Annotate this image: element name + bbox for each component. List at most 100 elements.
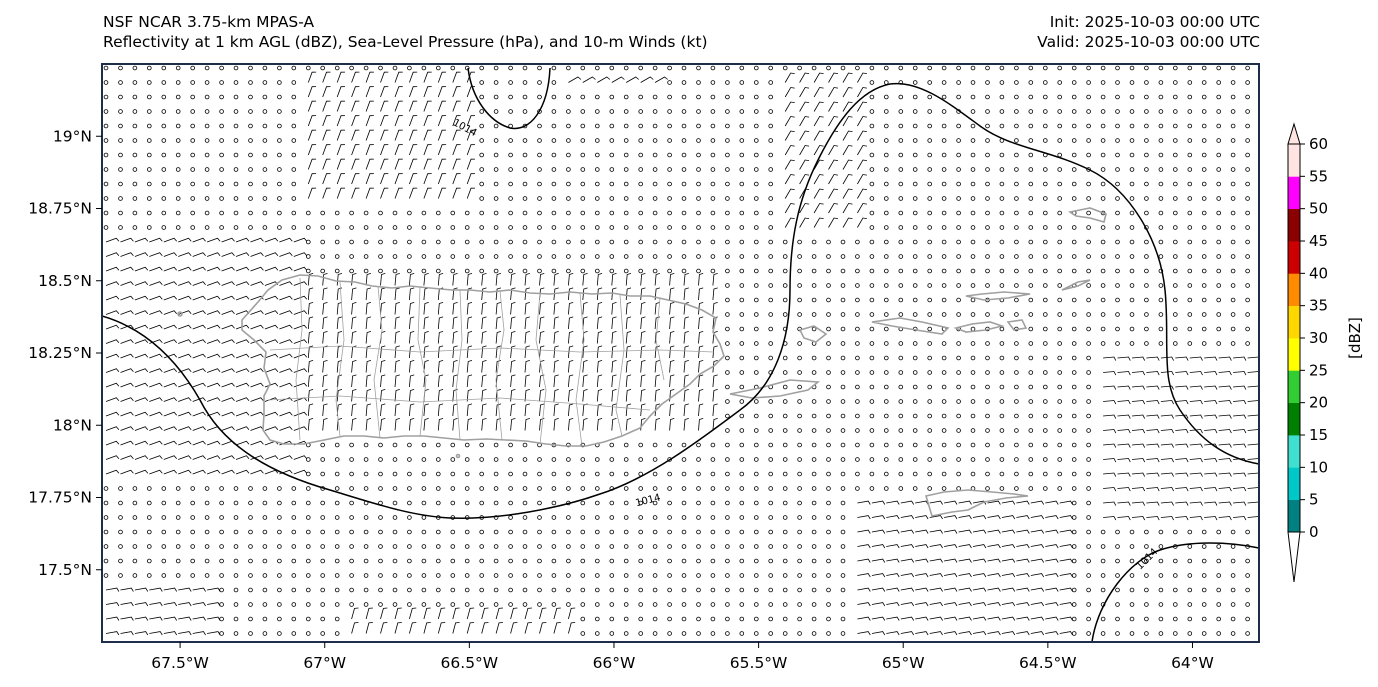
calm-wind-circle	[450, 225, 456, 230]
wind-barb	[279, 295, 293, 301]
calm-wind-circle	[768, 65, 773, 71]
calm-wind-circle	[826, 399, 831, 404]
calm-wind-circle	[869, 196, 875, 201]
calm-wind-circle	[840, 529, 846, 535]
calm-wind-circle	[753, 341, 759, 346]
calm-wind-circle	[753, 210, 759, 216]
calm-wind-circle	[1245, 558, 1250, 564]
calm-wind-circle	[638, 210, 643, 216]
valid-time: Valid: 2025-10-03 00:00 UTC	[1037, 33, 1260, 51]
wind-barb	[683, 287, 689, 301]
calm-wind-circle	[623, 152, 629, 158]
calm-wind-circle	[1187, 152, 1193, 158]
calm-wind-circle	[1187, 254, 1193, 259]
calm-wind-circle	[710, 138, 716, 143]
calm-wind-circle	[667, 239, 672, 245]
calm-wind-circle	[1230, 109, 1236, 114]
wind-barb	[192, 237, 206, 243]
wind-barb	[293, 295, 308, 301]
wind-barb	[351, 187, 360, 199]
calm-wind-circle	[1230, 123, 1236, 129]
calm-wind-circle	[941, 413, 947, 419]
calm-wind-circle	[132, 94, 138, 100]
wind-barb	[380, 71, 389, 83]
wind-barb	[582, 287, 588, 301]
calm-wind-circle	[392, 457, 398, 462]
wind-barb	[1160, 429, 1174, 434]
calm-wind-circle	[1158, 239, 1164, 245]
wind-barb	[1030, 602, 1045, 607]
calm-wind-circle	[912, 181, 918, 187]
calm-wind-circle	[1230, 239, 1236, 245]
calm-wind-circle	[132, 109, 138, 114]
calm-wind-circle	[248, 486, 253, 491]
wind-barb	[192, 281, 206, 286]
wind-barb	[452, 287, 458, 301]
wind-barb	[149, 295, 163, 301]
calm-wind-circle	[623, 500, 629, 506]
calm-wind-circle	[710, 500, 716, 506]
calm-wind-circle	[725, 413, 730, 419]
calm-wind-circle	[566, 225, 571, 230]
calm-wind-circle	[1028, 138, 1034, 143]
wind-barb	[322, 144, 331, 156]
calm-wind-circle	[392, 602, 398, 607]
calm-wind-circle	[1158, 558, 1164, 564]
calm-wind-circle	[667, 471, 672, 477]
calm-wind-circle	[840, 254, 846, 259]
wind-barb	[192, 382, 206, 388]
calm-wind-circle	[739, 370, 745, 375]
wind-barb	[178, 602, 192, 607]
wind-barb	[178, 252, 192, 257]
wind-barb	[972, 631, 987, 636]
wind-barb	[553, 622, 561, 634]
calm-wind-circle	[334, 442, 340, 448]
wind-barb	[495, 345, 502, 359]
calm-wind-circle	[941, 457, 947, 462]
calm-wind-circle	[522, 239, 528, 245]
wind-barb	[1131, 487, 1146, 492]
wind-barb	[857, 101, 867, 112]
wind-barb	[322, 316, 328, 330]
calm-wind-circle	[248, 225, 253, 230]
wind-barb	[206, 353, 221, 359]
wind-barb	[886, 602, 900, 607]
wind-barb	[279, 411, 293, 417]
calm-wind-circle	[681, 181, 687, 187]
calm-wind-circle	[1245, 94, 1250, 100]
calm-wind-circle	[493, 587, 499, 593]
calm-wind-circle	[725, 573, 730, 578]
calm-wind-circle	[739, 225, 745, 230]
calm-wind-circle	[566, 181, 571, 187]
calm-wind-circle	[912, 312, 918, 317]
wind-barb	[380, 287, 386, 301]
calm-wind-circle	[508, 544, 513, 549]
calm-wind-circle	[681, 167, 687, 172]
calm-wind-circle	[378, 254, 383, 259]
calm-wind-circle	[580, 631, 586, 636]
calm-wind-circle	[609, 181, 615, 187]
calm-wind-circle	[1100, 631, 1106, 636]
wind-barb	[466, 173, 476, 185]
calm-wind-circle	[219, 65, 224, 71]
calm-wind-circle	[753, 326, 759, 332]
calm-wind-circle	[869, 341, 875, 346]
calm-wind-circle	[118, 210, 123, 216]
calm-wind-circle	[696, 529, 701, 535]
calm-wind-circle	[1144, 80, 1149, 85]
calm-wind-circle	[941, 471, 947, 477]
calm-wind-circle	[652, 616, 658, 622]
wind-barb	[1189, 472, 1203, 477]
calm-wind-circle	[970, 123, 976, 129]
calm-wind-circle	[652, 515, 658, 520]
calm-wind-circle	[493, 602, 499, 607]
calm-wind-circle	[1100, 196, 1106, 201]
calm-wind-circle	[1187, 341, 1193, 346]
wind-barb	[466, 331, 473, 344]
calm-wind-circle	[753, 587, 759, 593]
calm-wind-circle	[147, 515, 152, 520]
calm-wind-circle	[609, 196, 615, 201]
calm-wind-circle	[768, 80, 773, 85]
calm-wind-circle	[623, 65, 629, 71]
wind-barb	[1059, 515, 1073, 520]
